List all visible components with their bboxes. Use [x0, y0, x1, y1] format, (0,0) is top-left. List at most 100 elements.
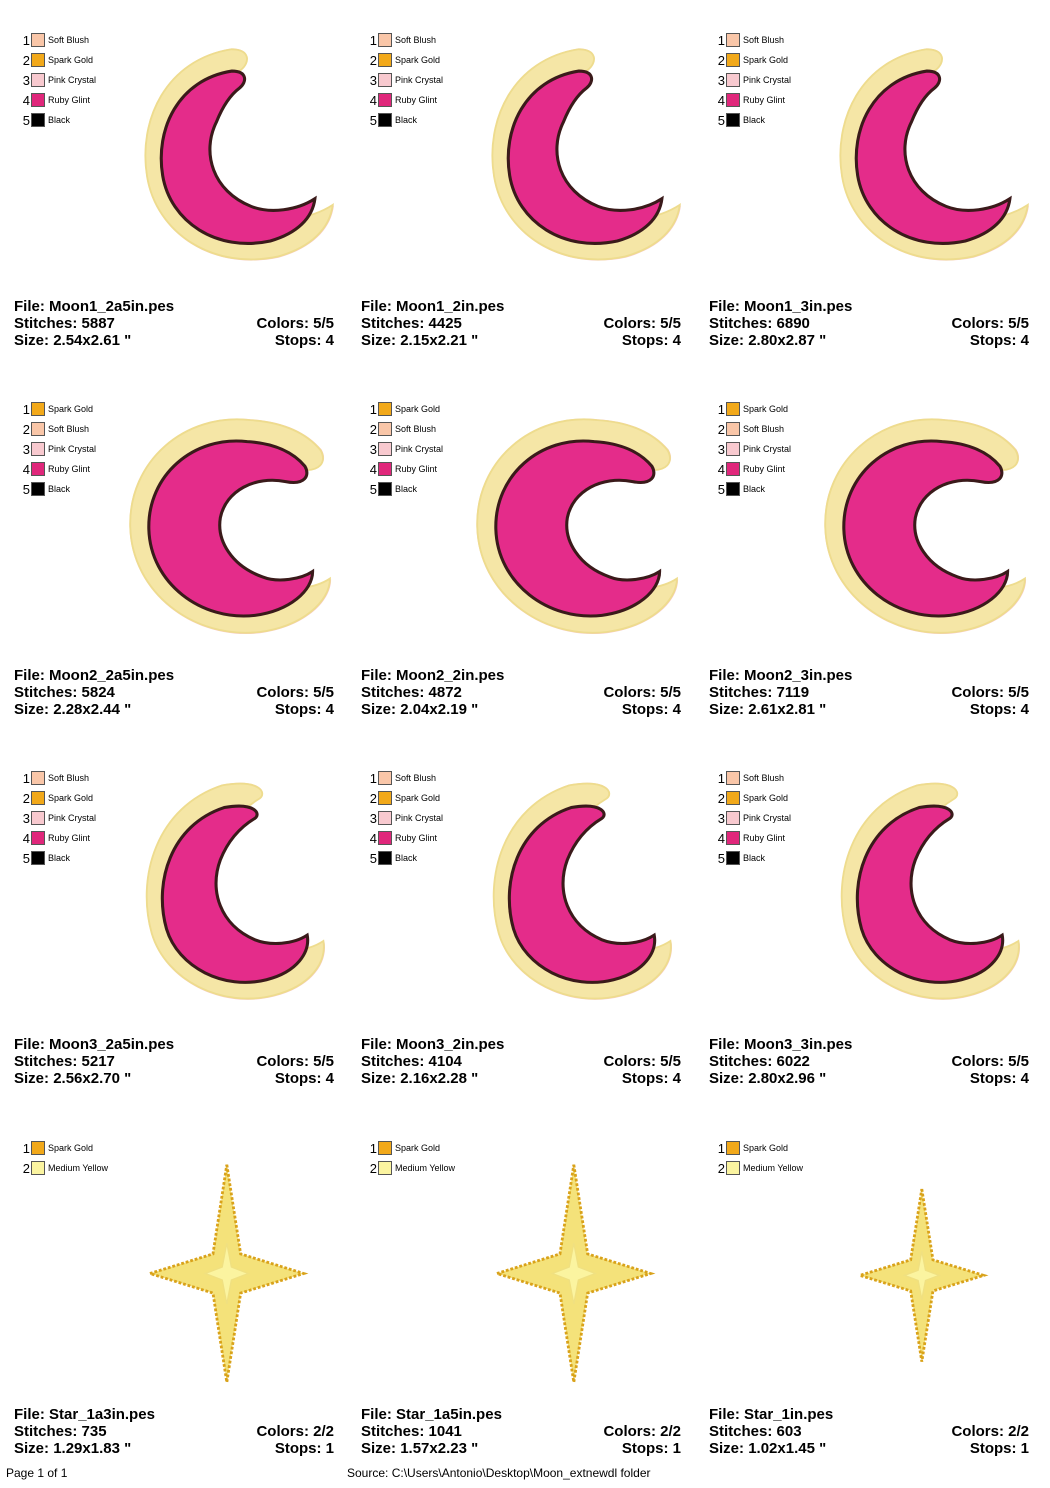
legend-number: 5 — [369, 481, 377, 497]
legend-item: 2 Spark Gold — [18, 50, 138, 70]
color-swatch — [378, 1161, 392, 1175]
legend-item: 2 Spark Gold — [365, 50, 485, 70]
legend-number: 3 — [717, 72, 725, 88]
color-swatch — [31, 771, 45, 785]
thread-name: Pink Crystal — [743, 813, 792, 823]
moon-shape — [491, 48, 681, 261]
stitch-count-label: Stitches: — [709, 684, 777, 701]
legend-item: 3 Pink Crystal — [365, 70, 485, 90]
thread-name: Pink Crystal — [395, 75, 444, 85]
color-swatch — [378, 73, 392, 87]
legend-item: 2 Soft Blush — [713, 419, 833, 439]
color-count-value: 5/5 — [1008, 684, 1029, 701]
file-name-value: Moon1_2a5in.pes — [49, 298, 175, 315]
thread-color-legend: 1 Soft Blush 2 Spark Gold 3 Pink Crystal 4 Ruby… — [365, 768, 485, 868]
stop-count: Stops: 1 — [622, 1440, 681, 1457]
color-count-value: 2/2 — [1008, 1423, 1029, 1440]
stitch-count-label: Stitches: — [709, 1053, 777, 1070]
legend-number: 1 — [369, 401, 377, 417]
design-card: 1 Soft Blush 2 Spark Gold 3 Pink Crystal 4 Ruby… — [14, 768, 344, 1118]
stop-count: Stops: 1 — [275, 1440, 334, 1457]
stitch-count-label: Stitches: — [14, 1053, 82, 1070]
color-count-value: 5/5 — [1008, 315, 1029, 332]
design-card: 1 Spark Gold 2 Soft Blush 3 Pink Crystal 4 Ruby… — [14, 399, 344, 749]
color-swatch — [726, 482, 740, 496]
legend-item: 2 Spark Gold — [365, 788, 485, 808]
thread-name: Black — [395, 853, 418, 863]
design-info: File: Star_1in.pes Stitches: 603 Colors: 2… — [709, 1406, 1029, 1457]
thread-color-legend: 1 Spark Gold 2 Medium Yellow — [365, 1138, 485, 1178]
color-swatch — [378, 851, 392, 865]
design-size-label: Size: — [709, 332, 749, 349]
design-size: Size: 1.29x1.83 " — [14, 1440, 131, 1457]
thread-name: Soft Blush — [395, 424, 437, 434]
stop-count-value: 4 — [1020, 332, 1029, 349]
color-count-label: Colors: — [951, 684, 1009, 701]
design-info: File: Moon2_3in.pes Stitches: 7119 Colors:… — [709, 667, 1029, 718]
source-path: Source: C:\Users\Antonio\Desktop\Moon_ex… — [347, 1466, 651, 1480]
legend-number: 2 — [22, 52, 30, 68]
file-name-label: File: — [709, 298, 745, 315]
stop-count-value: 4 — [672, 332, 681, 349]
color-swatch — [726, 851, 740, 865]
thread-name: Black — [48, 484, 71, 494]
thread-name: Pink Crystal — [48, 75, 97, 85]
stop-count-value: 1 — [325, 1440, 334, 1457]
thread-name: Spark Gold — [48, 55, 94, 65]
file-name: File: Moon1_2in.pes — [361, 298, 504, 315]
stop-count: Stops: 1 — [970, 1440, 1029, 1457]
color-swatch — [31, 422, 45, 436]
stitch-count: Stitches: 603 — [709, 1423, 802, 1440]
stitch-count-value: 5217 — [81, 1053, 115, 1070]
color-count-value: 5/5 — [313, 315, 334, 332]
stop-count-value: 4 — [1020, 701, 1029, 718]
thread-name: Black — [48, 115, 71, 125]
color-swatch — [726, 462, 740, 476]
legend-item: 3 Pink Crystal — [18, 70, 138, 90]
design-size-value: 2.28x2.44 " — [53, 701, 132, 718]
color-swatch — [378, 462, 392, 476]
legend-item: 4 Ruby Glint — [713, 828, 833, 848]
color-count: Colors: 5/5 — [603, 684, 681, 701]
legend-item: 4 Ruby Glint — [365, 459, 485, 479]
moon-shape — [129, 418, 332, 635]
thread-name: Soft Blush — [743, 424, 785, 434]
stitch-count: Stitches: 735 — [14, 1423, 107, 1440]
design-size-value: 2.56x2.70 " — [53, 1070, 132, 1087]
stop-count-label: Stops: — [621, 1440, 673, 1457]
color-swatch — [726, 771, 740, 785]
thread-name: Spark Gold — [395, 55, 441, 65]
stitch-count-label: Stitches: — [709, 315, 777, 332]
legend-number: 4 — [22, 92, 30, 108]
legend-number: 4 — [717, 92, 725, 108]
thread-name: Pink Crystal — [743, 444, 792, 454]
color-swatch — [31, 33, 45, 47]
file-name-label: File: — [361, 1406, 397, 1423]
legend-number: 3 — [717, 810, 725, 826]
design-size-value: 2.80x2.87 " — [748, 332, 827, 349]
legend-item: 1 Spark Gold — [18, 399, 138, 419]
legend-number: 5 — [22, 850, 30, 866]
color-count: Colors: 2/2 — [603, 1423, 681, 1440]
stitch-count-value: 4872 — [428, 684, 462, 701]
color-swatch — [378, 33, 392, 47]
thread-name: Spark Gold — [743, 404, 789, 414]
legend-item: 1 Spark Gold — [713, 1138, 833, 1158]
design-card: 1 Spark Gold 2 Medium Yellow File: Star_1a3i… — [14, 1138, 344, 1488]
design-info: File: Moon3_2in.pes Stitches: 4104 Colors:… — [361, 1036, 681, 1087]
file-name-value: Moon1_3in.pes — [744, 298, 853, 315]
stop-count: Stops: 4 — [275, 1070, 334, 1087]
legend-item: 1 Spark Gold — [365, 399, 485, 419]
stitch-count-value: 1041 — [428, 1423, 462, 1440]
page-indicator: Page 1 of 1 — [6, 1466, 68, 1480]
color-count-label: Colors: — [603, 1423, 661, 1440]
file-name-label: File: — [14, 667, 50, 684]
color-count: Colors: 5/5 — [951, 1053, 1029, 1070]
color-swatch — [31, 482, 45, 496]
stitch-count: Stitches: 5887 — [14, 315, 115, 332]
thread-color-legend: 1 Soft Blush 2 Spark Gold 3 Pink Crystal 4 Ruby… — [18, 30, 138, 130]
legend-number: 1 — [717, 770, 725, 786]
file-name-value: Moon2_3in.pes — [744, 667, 853, 684]
thread-color-legend: 1 Spark Gold 2 Soft Blush 3 Pink Crystal 4 Ruby… — [18, 399, 138, 499]
